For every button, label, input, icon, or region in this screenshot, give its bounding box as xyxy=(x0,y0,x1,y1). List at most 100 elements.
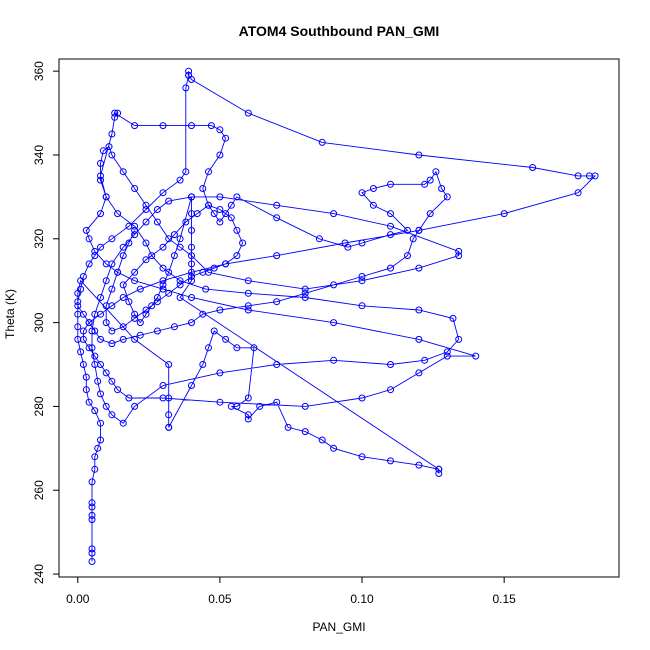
data-point xyxy=(119,168,127,176)
data-point xyxy=(142,256,150,264)
data-point xyxy=(188,122,195,130)
data-point xyxy=(119,323,127,331)
data-point xyxy=(108,151,116,159)
data-point xyxy=(159,122,167,130)
data-point xyxy=(82,226,90,234)
data-point xyxy=(165,423,173,431)
data-point xyxy=(142,310,150,318)
data-point xyxy=(99,147,107,155)
data-point xyxy=(88,478,96,486)
data-point xyxy=(97,419,104,427)
data-point xyxy=(205,168,212,176)
data-point xyxy=(97,436,104,444)
y-tick-label: 320 xyxy=(32,228,46,248)
data-point xyxy=(330,319,338,327)
data-point xyxy=(159,281,167,289)
data-point xyxy=(199,310,207,318)
data-point xyxy=(153,218,161,226)
data-point xyxy=(165,289,173,297)
data-point xyxy=(199,361,207,368)
data-point xyxy=(102,302,110,310)
y-tick-label: 280 xyxy=(32,396,46,416)
data-point xyxy=(301,289,309,297)
data-point xyxy=(244,277,252,285)
data-point xyxy=(85,260,93,268)
data-point xyxy=(216,151,224,159)
data-point xyxy=(273,398,281,406)
data-point xyxy=(210,264,218,272)
data-point xyxy=(188,294,195,301)
data-point xyxy=(421,356,429,364)
data-point xyxy=(387,386,394,394)
data-point xyxy=(591,172,599,180)
data-point xyxy=(199,268,207,276)
data-point xyxy=(111,109,119,117)
data-point xyxy=(222,335,230,343)
data-point xyxy=(131,335,139,343)
data-point xyxy=(421,180,429,188)
data-point xyxy=(159,285,167,293)
data-point xyxy=(108,235,116,243)
y-tick-label: 240 xyxy=(32,564,46,584)
data-point xyxy=(176,235,184,243)
data-point xyxy=(85,319,93,327)
data-point xyxy=(165,361,173,368)
data-point xyxy=(443,352,451,360)
data-point xyxy=(79,361,87,368)
data-point xyxy=(216,398,224,406)
data-point xyxy=(131,222,139,230)
data-point xyxy=(119,419,127,427)
data-point xyxy=(131,185,139,192)
data-point xyxy=(358,453,366,461)
data-point xyxy=(182,218,190,226)
data-point xyxy=(369,201,377,209)
data-point xyxy=(153,294,161,301)
data-point xyxy=(114,109,122,117)
data-point xyxy=(301,428,309,436)
data-point xyxy=(387,361,394,368)
data-point xyxy=(216,206,224,213)
data-point xyxy=(185,67,193,75)
data-point xyxy=(88,511,96,519)
data-point xyxy=(239,239,247,247)
data-point xyxy=(273,201,281,209)
data-point xyxy=(244,306,252,314)
data-point xyxy=(455,252,463,260)
data-point xyxy=(142,306,150,314)
data-point xyxy=(256,402,264,410)
data-point xyxy=(415,151,423,159)
data-point xyxy=(91,465,99,473)
data-point xyxy=(125,239,133,247)
chart-title: ATOM4 Southbound PAN_GMI xyxy=(239,23,440,39)
y-tick-label: 300 xyxy=(32,312,46,332)
data-point xyxy=(148,252,156,260)
data-point xyxy=(233,226,241,234)
data-point xyxy=(165,394,173,402)
data-point xyxy=(330,210,338,218)
data-point xyxy=(500,210,508,218)
data-point xyxy=(199,185,207,192)
data-point xyxy=(159,243,167,251)
data-point xyxy=(131,277,139,285)
data-point xyxy=(574,189,582,197)
data-point xyxy=(188,273,195,280)
data-point xyxy=(91,352,99,360)
data-point xyxy=(125,394,133,402)
data-point xyxy=(136,285,144,293)
data-point xyxy=(188,382,195,389)
data-point xyxy=(148,302,156,310)
data-point xyxy=(102,402,110,410)
data-point xyxy=(369,185,377,192)
data-point xyxy=(244,109,252,117)
data-point xyxy=(207,122,215,130)
data-point xyxy=(358,394,366,402)
data-point xyxy=(227,201,235,209)
data-point xyxy=(387,231,394,239)
data-point xyxy=(88,503,96,511)
data-point xyxy=(344,243,352,251)
data-point xyxy=(415,369,423,377)
data-point xyxy=(91,310,99,318)
data-point xyxy=(79,327,87,335)
data-point xyxy=(188,193,195,201)
x-tick-label: 0.05 xyxy=(208,592,232,606)
